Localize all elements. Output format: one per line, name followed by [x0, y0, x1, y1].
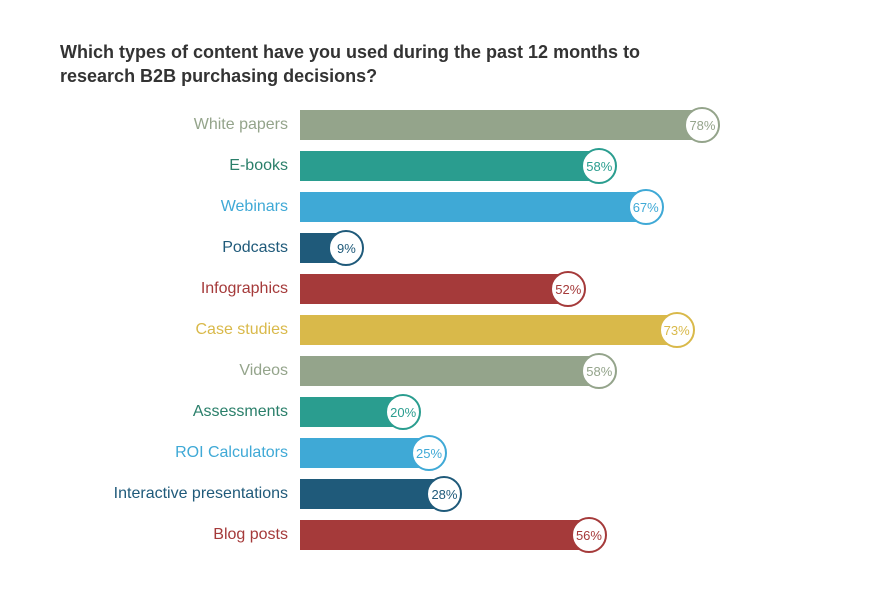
- bar-label: White papers: [60, 115, 300, 135]
- bar-label: Case studies: [60, 320, 300, 340]
- value-bubble: 20%: [385, 394, 421, 430]
- bar-track: 73%: [300, 315, 816, 345]
- bar-label: E-books: [60, 156, 300, 176]
- bar-fill: [300, 274, 568, 304]
- bar-fill: [300, 479, 444, 509]
- bar-fill: [300, 110, 702, 140]
- bar-label: Videos: [60, 361, 300, 381]
- bar-track: 58%: [300, 356, 816, 386]
- chart-row: White papers 78%: [60, 108, 816, 142]
- bar-track: 56%: [300, 520, 816, 550]
- chart-row: Webinars 67%: [60, 190, 816, 224]
- bar-fill: [300, 520, 589, 550]
- bar-fill: [300, 356, 599, 386]
- bar-label: Interactive presentations: [60, 484, 300, 504]
- bar-track: 52%: [300, 274, 816, 304]
- bar-label: Podcasts: [60, 238, 300, 258]
- value-bubble: 73%: [659, 312, 695, 348]
- bar-track: 78%: [300, 110, 816, 140]
- chart-row: Infographics 52%: [60, 272, 816, 306]
- chart-row: ROI Calculators 25%: [60, 436, 816, 470]
- bar-label: ROI Calculators: [60, 443, 300, 463]
- value-bubble: 52%: [550, 271, 586, 307]
- bar-fill: [300, 151, 599, 181]
- chart-row: Blog posts 56%: [60, 518, 816, 552]
- bar-track: 20%: [300, 397, 816, 427]
- chart-title: Which types of content have you used dur…: [60, 40, 700, 88]
- bar-fill: [300, 192, 646, 222]
- bar-track: 58%: [300, 151, 816, 181]
- bar-label: Assessments: [60, 402, 300, 422]
- bar-track: 9%: [300, 233, 816, 263]
- chart-row: Case studies 73%: [60, 313, 816, 347]
- value-bubble: 58%: [581, 353, 617, 389]
- bar-fill: [300, 438, 429, 468]
- bar-track: 67%: [300, 192, 816, 222]
- bar-chart: White papers 78% E-books 58% Webinars 67% Podc…: [60, 108, 816, 552]
- chart-row: Videos 58%: [60, 354, 816, 388]
- value-bubble: 25%: [411, 435, 447, 471]
- bar-label: Webinars: [60, 197, 300, 217]
- bar-track: 28%: [300, 479, 816, 509]
- chart-row: E-books 58%: [60, 149, 816, 183]
- chart-row: Interactive presentations 28%: [60, 477, 816, 511]
- bar-label: Blog posts: [60, 525, 300, 545]
- value-bubble: 56%: [571, 517, 607, 553]
- chart-container: { "chart": { "type": "bar-horizontal", "…: [0, 0, 876, 614]
- value-bubble: 67%: [628, 189, 664, 225]
- value-bubble: 78%: [684, 107, 720, 143]
- value-bubble: 58%: [581, 148, 617, 184]
- value-bubble: 9%: [328, 230, 364, 266]
- bar-label: Infographics: [60, 279, 300, 299]
- chart-row: Podcasts 9%: [60, 231, 816, 265]
- bar-track: 25%: [300, 438, 816, 468]
- chart-row: Assessments 20%: [60, 395, 816, 429]
- bar-fill: [300, 315, 677, 345]
- value-bubble: 28%: [426, 476, 462, 512]
